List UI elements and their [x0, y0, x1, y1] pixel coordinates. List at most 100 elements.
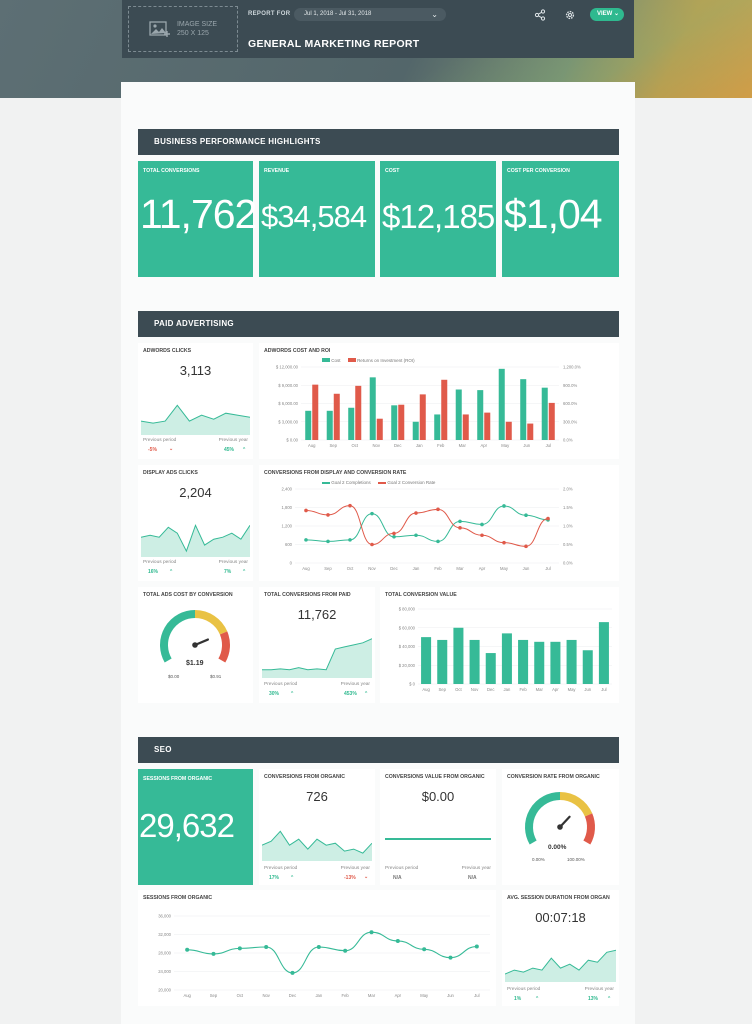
point-sessions — [422, 947, 427, 952]
chart-legend: Goal 2 Completions Goal 2 Conversion Rat… — [322, 480, 435, 485]
kpi-cost[interactable]: COST $12,185 — [380, 161, 496, 277]
chevron-down-icon: ⌄ — [613, 11, 619, 17]
legend-label-roi: Returns on Investment (ROI) — [357, 358, 415, 363]
kpi-revenue[interactable]: REVENUE $34,584 — [259, 161, 375, 277]
x-tick-label: Oct — [351, 443, 358, 448]
gauge-hub — [557, 824, 563, 830]
legend-label-completions: Goal 2 Completions — [331, 480, 371, 485]
x-tick-label: May — [420, 993, 429, 998]
bar-conversion-value — [469, 639, 480, 684]
point-sessions — [474, 944, 479, 949]
total-conversion-value-card[interactable]: TOTAL CONVERSION VALUE $ 80,000 $ 60,000 $… — [380, 587, 619, 703]
bar-cost — [391, 405, 398, 440]
y2-tick-label: 0.0% — [563, 438, 573, 443]
x-tick-label: Mar — [456, 566, 464, 571]
y-tick-label: 0 — [290, 561, 293, 566]
date-range-select[interactable]: Jul 1, 2018 - Jul 31, 2018 ⌄ — [294, 8, 446, 21]
prev-period-label: Previous period — [507, 987, 541, 992]
point-sessions — [369, 930, 374, 935]
y-tick-label: $ 3,000.00 — [278, 419, 298, 424]
y-tick-label: $ 12,000.00 — [276, 365, 299, 370]
share-icon[interactable] — [534, 9, 546, 21]
arrow-up-icon: ⌃ — [290, 691, 295, 697]
conversions-paid-card[interactable]: TOTAL CONVERSIONS FROM PAID 11,762 Previ… — [259, 587, 375, 703]
report-for-label: REPORT FOR — [248, 11, 291, 17]
bar-conversion-value — [598, 622, 609, 684]
card-title: ADWORDS COST AND ROI — [264, 348, 331, 354]
bar-roi — [333, 393, 340, 440]
y-tick-label: 2,400 — [282, 487, 293, 492]
arrow-up-icon: ⌃ — [242, 447, 247, 453]
point-completions — [524, 513, 528, 518]
metric-value: 726 — [306, 789, 328, 804]
view-button[interactable]: VIEW ⌄ — [590, 8, 624, 21]
bar-conversion-value — [566, 639, 577, 684]
arrow-down-icon: ⌄ — [364, 874, 369, 880]
sparkline-chart — [262, 638, 372, 678]
kpi-title: SESSIONS FROM ORGANIC — [143, 776, 213, 782]
x-tick-label: Feb — [437, 443, 445, 448]
kpi-cost-per-conversion[interactable]: COST PER CONVERSION $1,04 — [502, 161, 619, 277]
y-tick-label: $ 60,000 — [399, 625, 416, 630]
gauge-min-label: 0.00% — [532, 857, 545, 862]
bar-roi — [376, 418, 383, 440]
display-ads-clicks-card[interactable]: DISPLAY ADS CLICKS 2,204 Previous period… — [138, 465, 253, 581]
bar-conversion-value — [485, 653, 496, 684]
kpi-total-conversions[interactable]: TOTAL CONVERSIONS 11,762 — [138, 161, 257, 277]
sparkline-line — [141, 523, 250, 553]
prev-year-change: -13% — [344, 875, 356, 881]
adwords-cost-roi-card[interactable]: ADWORDS COST AND ROI Cost Returns on Inv… — [259, 343, 619, 459]
arrow-up-icon: ⌃ — [607, 996, 612, 1002]
point-completions — [304, 538, 308, 542]
logo-placeholder[interactable]: IMAGE SIZE 250 X 125 — [128, 6, 238, 52]
x-tick-label: Apr — [552, 687, 559, 692]
bar-cost — [477, 390, 484, 440]
prev-period-label: Previous period — [143, 438, 177, 443]
x-tick-label: Jul — [545, 566, 550, 571]
legend-swatch-roi — [347, 358, 356, 362]
x-tick-label: Nov — [262, 993, 270, 998]
kpi-value: $12,185 — [382, 198, 495, 235]
ads-cost-gauge-card[interactable]: TOTAL ADS COST BY CONVERSION $1.19 $0.00… — [138, 587, 253, 703]
kpi-value: 29,632 — [139, 807, 235, 844]
y-tick-label: 1,800 — [282, 505, 293, 510]
x-tick-label: Jan — [416, 443, 423, 448]
kpi-title: TOTAL CONVERSIONS — [143, 168, 200, 174]
prev-year-change: 45% — [224, 447, 235, 453]
x-tick-label: Jun — [584, 687, 591, 692]
prev-year-change: 7% — [224, 569, 232, 575]
prev-period-label: Previous period — [264, 866, 298, 871]
x-tick-label: Jun — [523, 443, 530, 448]
gauge-max-label: $0.91 — [210, 674, 222, 679]
avg-session-duration-card[interactable]: AVG. SESSION DURATION FROM ORGAN 00:07:1… — [502, 890, 619, 1006]
kpi-sessions-organic[interactable]: SESSIONS FROM ORGANIC 29,632 — [138, 769, 253, 885]
prev-period-label: Previous period — [264, 682, 298, 687]
sessions-line-chart: 36,000 32,000 28,000 24,000 20,000 Aug Sep Oct N… — [158, 914, 490, 998]
conversions-organic-card[interactable]: CONVERSIONS FROM ORGANIC 726 Previous pe… — [259, 769, 375, 885]
sparkline-area — [262, 638, 372, 678]
conversions-display-card[interactable]: CONVERSIONS FROM DISPLAY AND CONVERSION … — [259, 465, 619, 581]
chart-legend: Cost Returns on Investment (ROI) — [322, 358, 415, 363]
bar-roi — [462, 414, 469, 440]
flat-sparkline — [385, 838, 491, 840]
sparkline-area — [262, 831, 372, 861]
sparkline-chart — [505, 949, 616, 982]
bar-conversion-value — [550, 641, 561, 684]
gear-icon[interactable] — [564, 9, 576, 21]
gauge-segment — [583, 813, 595, 845]
card-title: SESSIONS FROM ORGANIC — [143, 895, 213, 901]
bar-cost — [348, 407, 355, 440]
conversions-value-organic-card[interactable]: CONVERSIONS VALUE FROM ORGANIC $0.00 Pre… — [380, 769, 496, 885]
y-tick-label: 20,000 — [158, 988, 171, 993]
bar-conversion-value — [453, 627, 464, 684]
y-tick-label: $ 0.00 — [286, 438, 298, 443]
bar-cost — [326, 410, 333, 440]
card-title: CONVERSIONS FROM DISPLAY AND CONVERSION … — [264, 470, 407, 476]
sessions-organic-chart-card[interactable]: SESSIONS FROM ORGANIC 36,000 32,000 28,000… — [138, 890, 496, 1006]
logo-size-value: 250 X 125 — [176, 30, 209, 37]
adwords-clicks-card[interactable]: ADWORDS CLICKS 3,113 Previous period Pre… — [138, 343, 253, 459]
card-title: AVG. SESSION DURATION FROM ORGAN — [507, 895, 610, 901]
conversion-rate-gauge-card[interactable]: CONVERSION RATE FROM ORGANIC 0.00% 0.00%… — [502, 769, 619, 885]
bar-roi — [484, 412, 491, 440]
prev-year-label: Previous year — [461, 866, 491, 871]
